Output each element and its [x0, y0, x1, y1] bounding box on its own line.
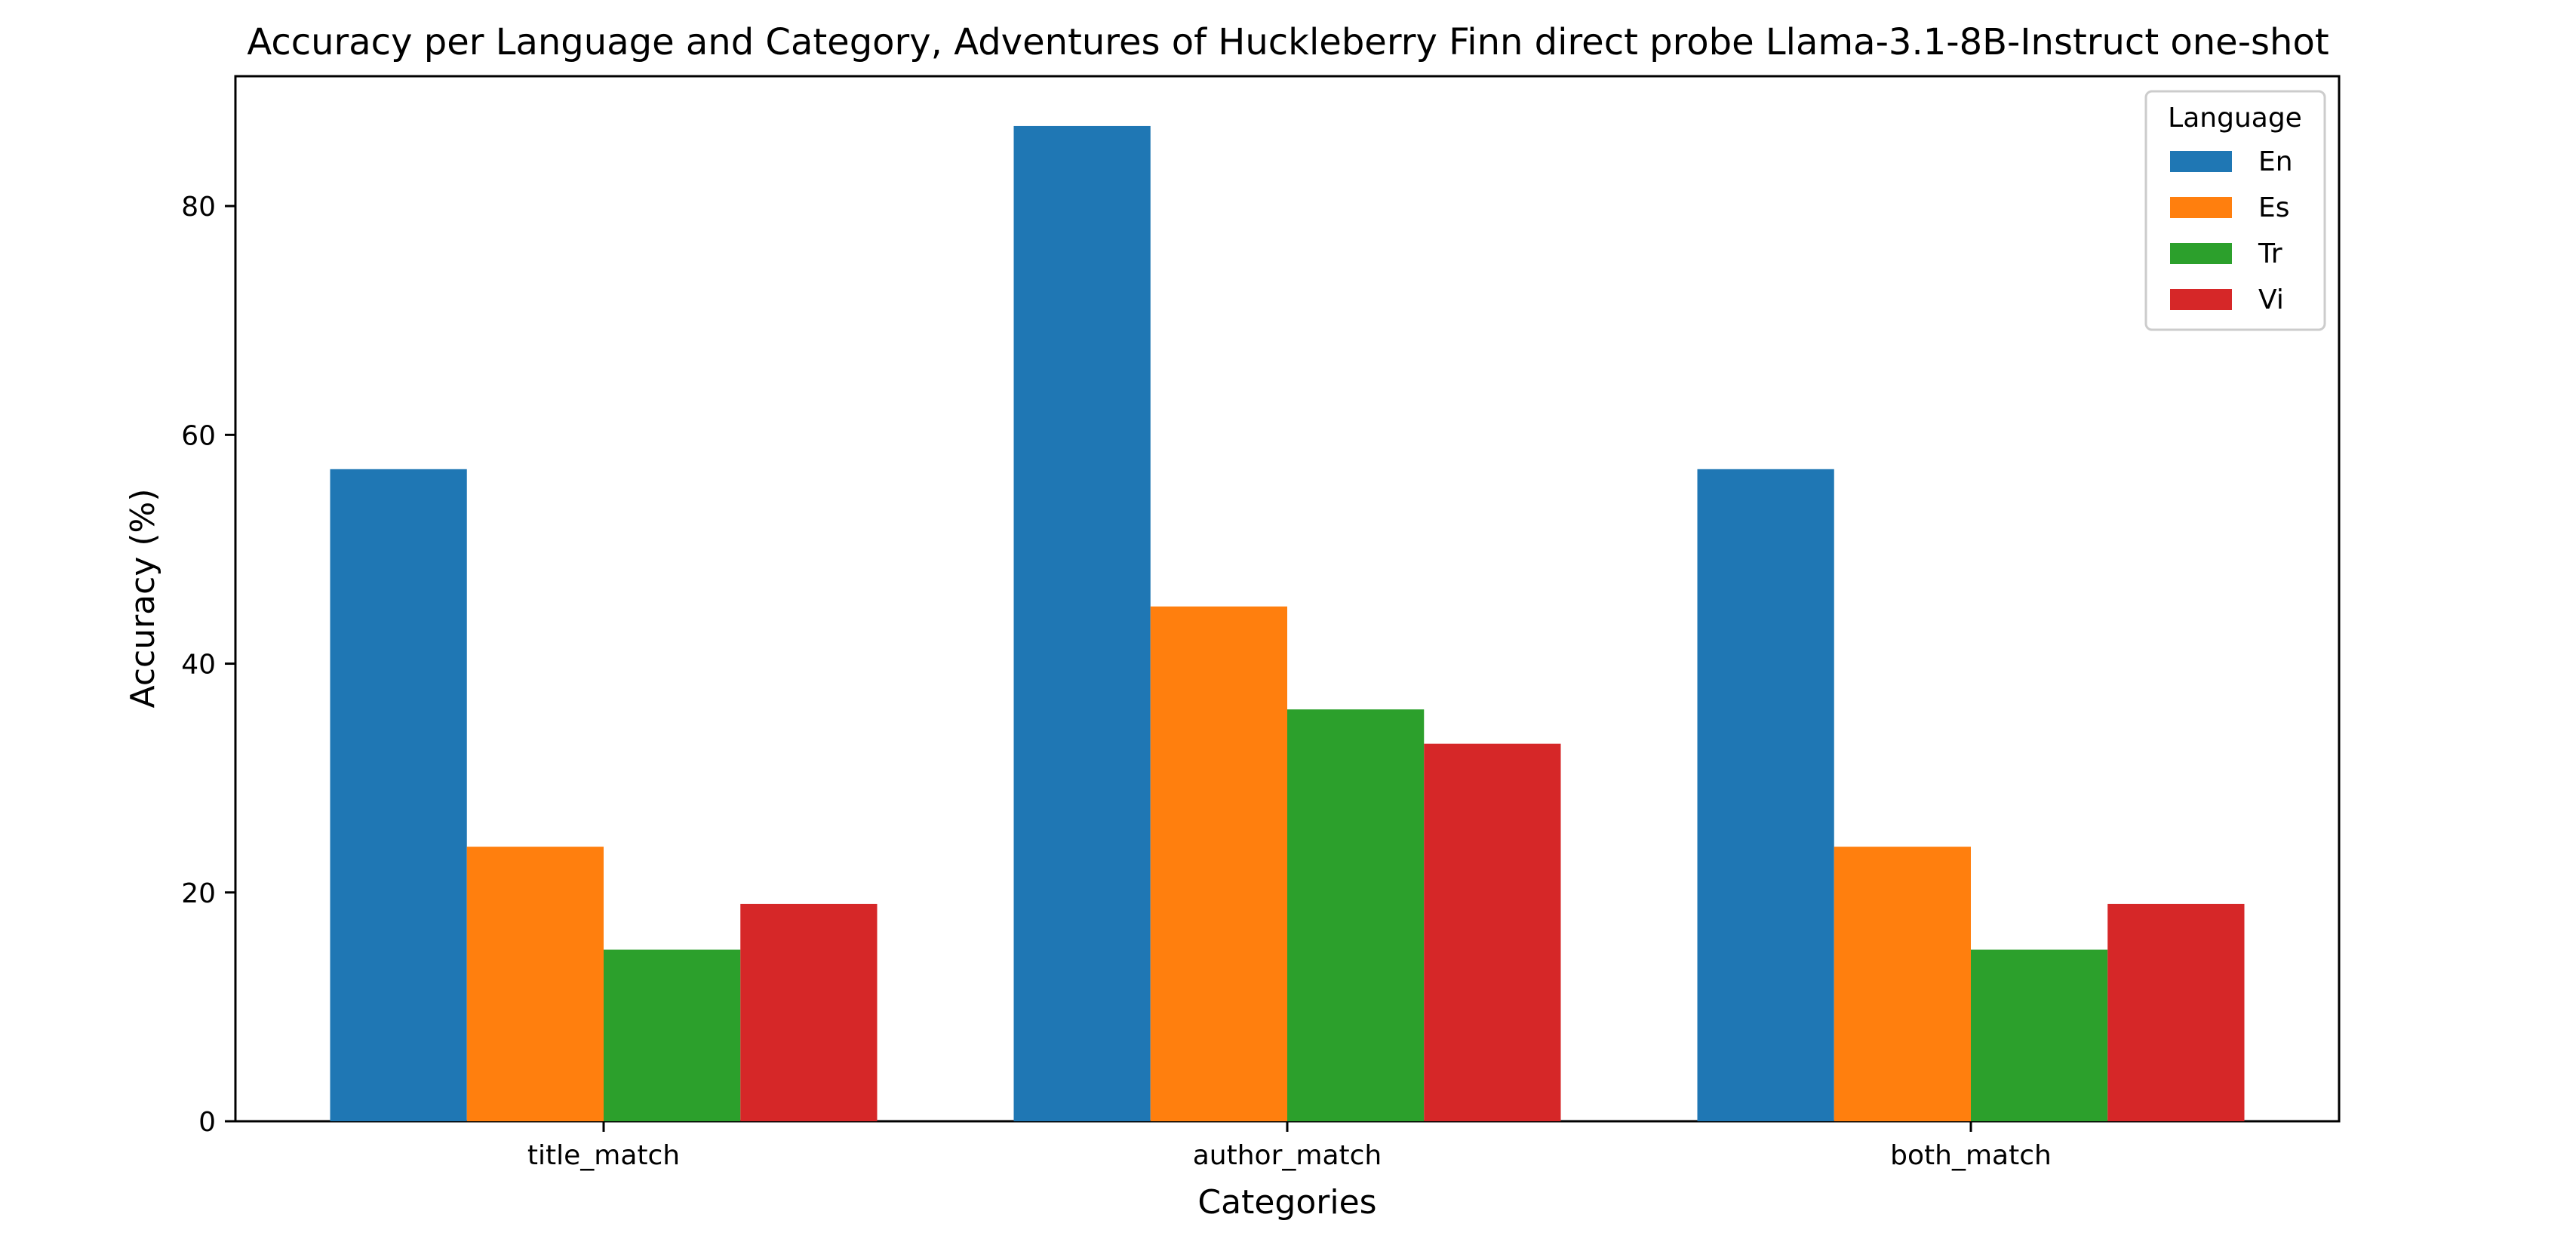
bars-group	[330, 125, 2245, 1121]
bar-es-both_match	[1834, 847, 1971, 1121]
bar-tr-author_match	[1287, 709, 1425, 1121]
y-axis: 0 20 40 60 80	[181, 192, 235, 1138]
bar-vi-both_match	[2107, 903, 2245, 1121]
legend-label-es: Es	[2258, 192, 2290, 223]
bar-en-both_match	[1697, 469, 1834, 1121]
legend-swatch-tr	[2170, 243, 2232, 264]
y-tick-label: 40	[181, 650, 216, 681]
bar-vi-title_match	[740, 903, 878, 1121]
y-axis-label: Accuracy (%)	[124, 488, 162, 708]
y-tick-label: 60	[181, 420, 216, 451]
legend-swatch-es	[2170, 197, 2232, 218]
bar-es-title_match	[466, 847, 604, 1121]
x-tick-label: author_match	[1193, 1140, 1382, 1171]
bar-tr-both_match	[1971, 949, 2108, 1121]
x-tick-label: title_match	[527, 1140, 680, 1171]
y-tick-label: 0	[198, 1107, 216, 1138]
legend-swatch-en	[2170, 151, 2232, 172]
bar-vi-author_match	[1424, 743, 1561, 1121]
legend-label-vi: Vi	[2258, 284, 2284, 315]
legend-swatch-vi	[2170, 289, 2232, 310]
legend-label-tr: Tr	[2258, 238, 2282, 269]
bar-en-title_match	[330, 469, 467, 1121]
y-tick-label: 80	[181, 192, 216, 223]
x-tick-label: both_match	[1890, 1140, 2052, 1171]
bar-tr-title_match	[604, 949, 741, 1121]
bar-en-author_match	[1013, 125, 1151, 1121]
x-axis: title_match author_match both_match	[527, 1121, 2052, 1171]
legend-label-en: En	[2258, 146, 2293, 177]
chart-title: Accuracy per Language and Category, Adve…	[247, 21, 2329, 63]
bar-es-author_match	[1150, 606, 1287, 1121]
x-axis-label: Categories	[1197, 1183, 1376, 1222]
legend: Language En Es Tr Vi	[2144, 90, 2326, 331]
legend-title: Language	[2168, 103, 2302, 134]
y-tick-label: 20	[181, 878, 216, 909]
